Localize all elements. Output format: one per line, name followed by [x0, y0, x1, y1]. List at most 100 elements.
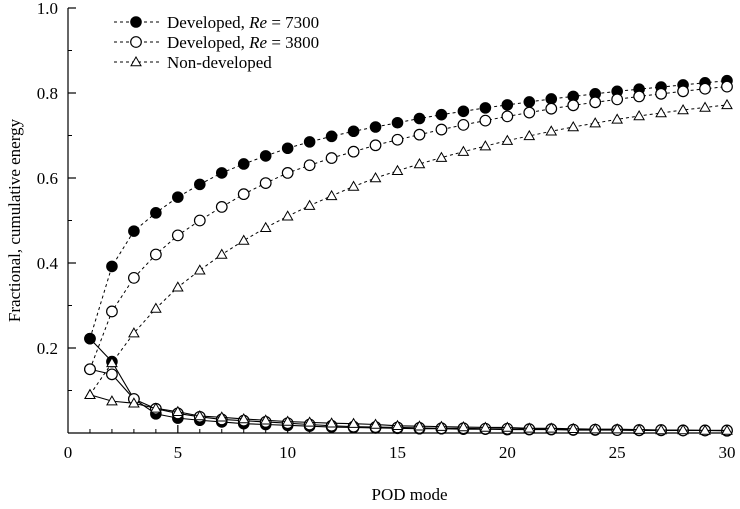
individual-point: [457, 421, 470, 432]
cumulative-point: [325, 189, 338, 201]
legend-entry-2: Developed, Re = 3800: [114, 33, 319, 52]
cumulative-point: [435, 108, 448, 121]
legend-marker: [130, 55, 142, 67]
individual-line: [89, 338, 728, 432]
cumulative-point: [149, 248, 162, 261]
cumulative-point: [501, 99, 514, 111]
cumulative-point: [391, 133, 404, 146]
cumulative-point: [721, 80, 733, 93]
individual-point: [281, 415, 294, 426]
cumulative-point: [84, 332, 96, 345]
legend-marker: [130, 16, 142, 28]
individual-point: [106, 368, 118, 381]
individual-point: [303, 416, 316, 427]
individual-point: [347, 417, 360, 428]
cumulative-point: [677, 85, 689, 98]
cumulative-point: [128, 225, 140, 237]
individual-point: [435, 420, 448, 431]
x-tick-label: 10: [279, 443, 296, 462]
cumulative-point: [699, 82, 711, 95]
cumulative-point: [171, 281, 184, 292]
cumulative-point: [479, 102, 492, 114]
cumulative-point: [171, 229, 184, 242]
cumulative-point: [457, 118, 470, 131]
cumulative-point: [611, 93, 624, 106]
cumulative-point: [545, 125, 558, 136]
individual-point: [171, 405, 184, 416]
cumulative-point: [567, 99, 580, 112]
individual-point: [721, 424, 733, 435]
individual-point: [589, 423, 602, 434]
cumulative-point: [303, 199, 316, 210]
legend-entry-1: Developed, Re = 7300: [114, 13, 319, 32]
cumulative-point: [479, 114, 492, 127]
cumulative-point: [259, 150, 272, 162]
cumulative-point: [193, 214, 206, 227]
cumulative-point: [237, 188, 250, 201]
cumulative-point: [106, 260, 118, 273]
cumulative-point: [567, 120, 580, 132]
cumulative-point: [194, 178, 206, 191]
cumulative-point: [128, 327, 140, 338]
individual-point: [391, 419, 404, 431]
individual-point: [655, 424, 667, 435]
cumulative-point: [633, 109, 645, 121]
individual-point: [325, 417, 338, 428]
cumulative-point: [611, 113, 624, 124]
cumulative-point: [259, 221, 272, 232]
individual-point: [369, 418, 382, 429]
cumulative-point: [369, 139, 382, 152]
cumulative-point: [523, 129, 536, 141]
cumulative-point: [435, 151, 448, 162]
cumulative-point: [193, 264, 206, 275]
cumulative-point: [215, 167, 228, 179]
cumulative-point: [325, 152, 338, 164]
individual-line: [89, 368, 727, 432]
individual-point: [567, 422, 580, 433]
individual-point: [523, 422, 536, 433]
cumulative-point: [391, 116, 404, 129]
individual-point: [633, 423, 645, 434]
individual-point: [501, 421, 514, 432]
individual-point: [413, 420, 426, 431]
cumulative-point: [303, 136, 316, 148]
cumulative-point: [150, 207, 162, 219]
individual-point: [215, 411, 228, 422]
y-tick-label: 0.2: [37, 339, 58, 358]
x-tick-label: 15: [389, 443, 406, 462]
individual-point: [128, 397, 140, 408]
cumulative-point: [655, 106, 667, 118]
axes: 0 5 10 15 20 25 30 0.2 0.4 0.6 0.8 1.0: [37, 0, 736, 462]
individual-point: [106, 395, 118, 406]
cumulative-point: [699, 101, 711, 112]
individual-point: [545, 422, 558, 433]
x-tick-label: 30: [719, 443, 736, 462]
cumulative-point: [84, 363, 96, 376]
cumulative-point: [479, 140, 492, 151]
cumulative-point: [501, 134, 514, 145]
cumulative-point: [347, 125, 360, 138]
y-tick-label: 0.6: [37, 169, 58, 188]
cumulative-point: [281, 210, 294, 221]
cumulative-point: [413, 128, 426, 141]
individual-point: [259, 414, 272, 425]
x-tick-label: 0: [64, 443, 73, 462]
cumulative-point: [523, 106, 536, 119]
cumulative-point: [237, 234, 250, 245]
cumulative-point: [237, 158, 250, 170]
cumulative-point: [523, 96, 536, 108]
individual-point: [193, 409, 206, 421]
individual-point: [611, 423, 624, 434]
individual-point: [479, 421, 492, 432]
legend-label: Non-developed: [167, 53, 272, 72]
cumulative-point: [633, 90, 646, 103]
cumulative-point: [655, 87, 667, 100]
legend-marker: [130, 36, 142, 48]
x-tick-label: 5: [174, 443, 183, 462]
series-1: [84, 74, 733, 437]
plot-area: [84, 74, 733, 437]
cumulative-point: [150, 302, 162, 313]
series-2: [84, 80, 733, 437]
cumulative-point: [369, 121, 382, 133]
